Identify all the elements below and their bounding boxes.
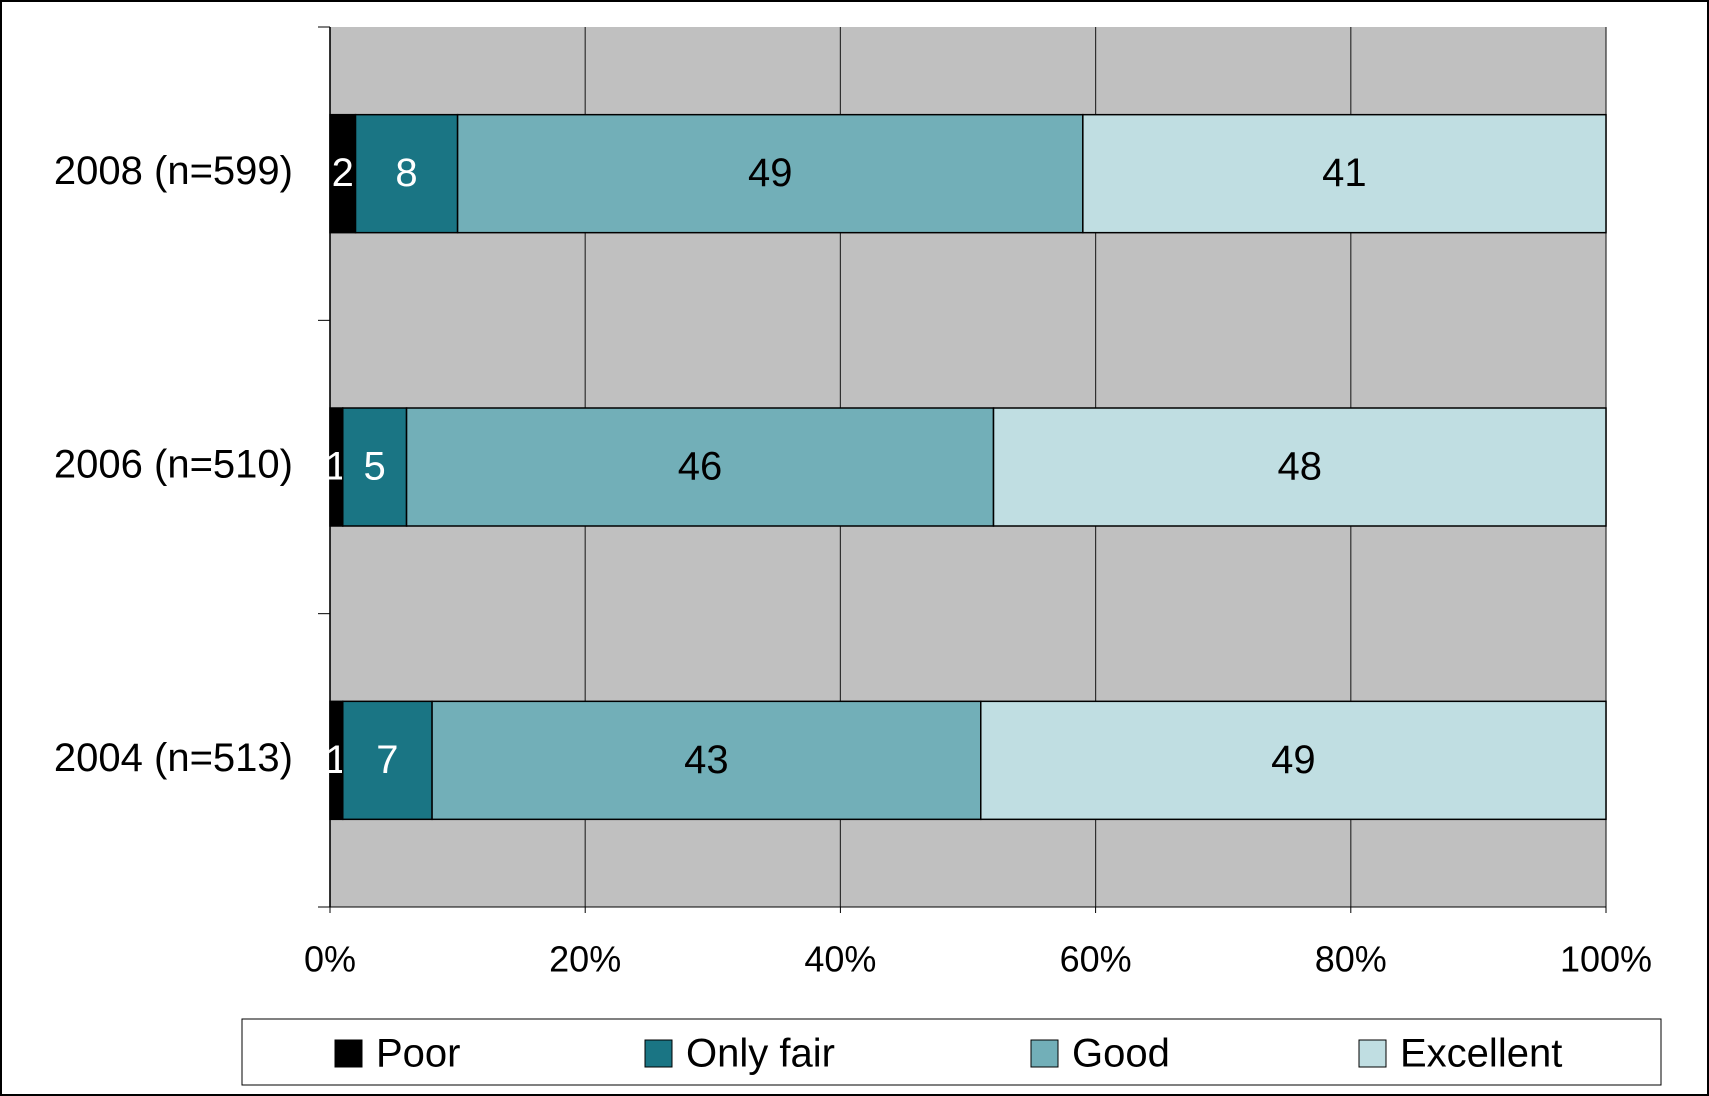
bar-segment bbox=[1082, 113, 1607, 234]
legend-label: Good bbox=[1072, 1032, 1170, 1076]
y-tick-label: 2004 (n=513) bbox=[54, 736, 293, 780]
legend-box bbox=[241, 1018, 1662, 1086]
data-label: 1 bbox=[325, 738, 347, 782]
legend-label: Excellent bbox=[1400, 1032, 1562, 1076]
bar-segment bbox=[342, 407, 408, 527]
data-label: 43 bbox=[684, 738, 729, 782]
bar-segment bbox=[405, 407, 995, 527]
x-tick-label: 60% bbox=[1060, 939, 1132, 980]
bar-segment bbox=[354, 113, 459, 234]
data-label: 5 bbox=[364, 445, 386, 489]
legend-swatch bbox=[334, 1039, 363, 1068]
legend-label: Poor bbox=[376, 1032, 461, 1076]
data-label: 1 bbox=[325, 445, 347, 489]
data-label: 46 bbox=[678, 445, 723, 489]
bar-segment bbox=[992, 407, 1607, 527]
y-tick-label: 2008 (n=599) bbox=[54, 149, 293, 193]
legend-swatch bbox=[1030, 1039, 1059, 1068]
bar-segment bbox=[456, 113, 1084, 234]
data-label: 49 bbox=[748, 151, 793, 195]
data-label: 2 bbox=[332, 151, 354, 195]
x-tick-label: 40% bbox=[804, 939, 876, 980]
x-tick-label: 100% bbox=[1560, 939, 1652, 980]
x-tick-label: 0% bbox=[304, 939, 356, 980]
legend-swatch bbox=[1358, 1039, 1387, 1068]
bar-segment bbox=[342, 700, 433, 821]
data-label: 7 bbox=[376, 738, 398, 782]
legend-swatch bbox=[644, 1039, 673, 1068]
data-label: 48 bbox=[1278, 445, 1323, 489]
data-label: 41 bbox=[1322, 151, 1367, 195]
x-tick-label: 80% bbox=[1315, 939, 1387, 980]
bar-segment bbox=[980, 700, 1607, 821]
data-label: 49 bbox=[1271, 738, 1316, 782]
x-tick-label: 20% bbox=[549, 939, 621, 980]
data-label: 8 bbox=[395, 151, 417, 195]
bar-segment bbox=[431, 700, 982, 821]
legend-label: Only fair bbox=[686, 1032, 835, 1076]
y-tick-label: 2006 (n=510) bbox=[54, 443, 293, 487]
